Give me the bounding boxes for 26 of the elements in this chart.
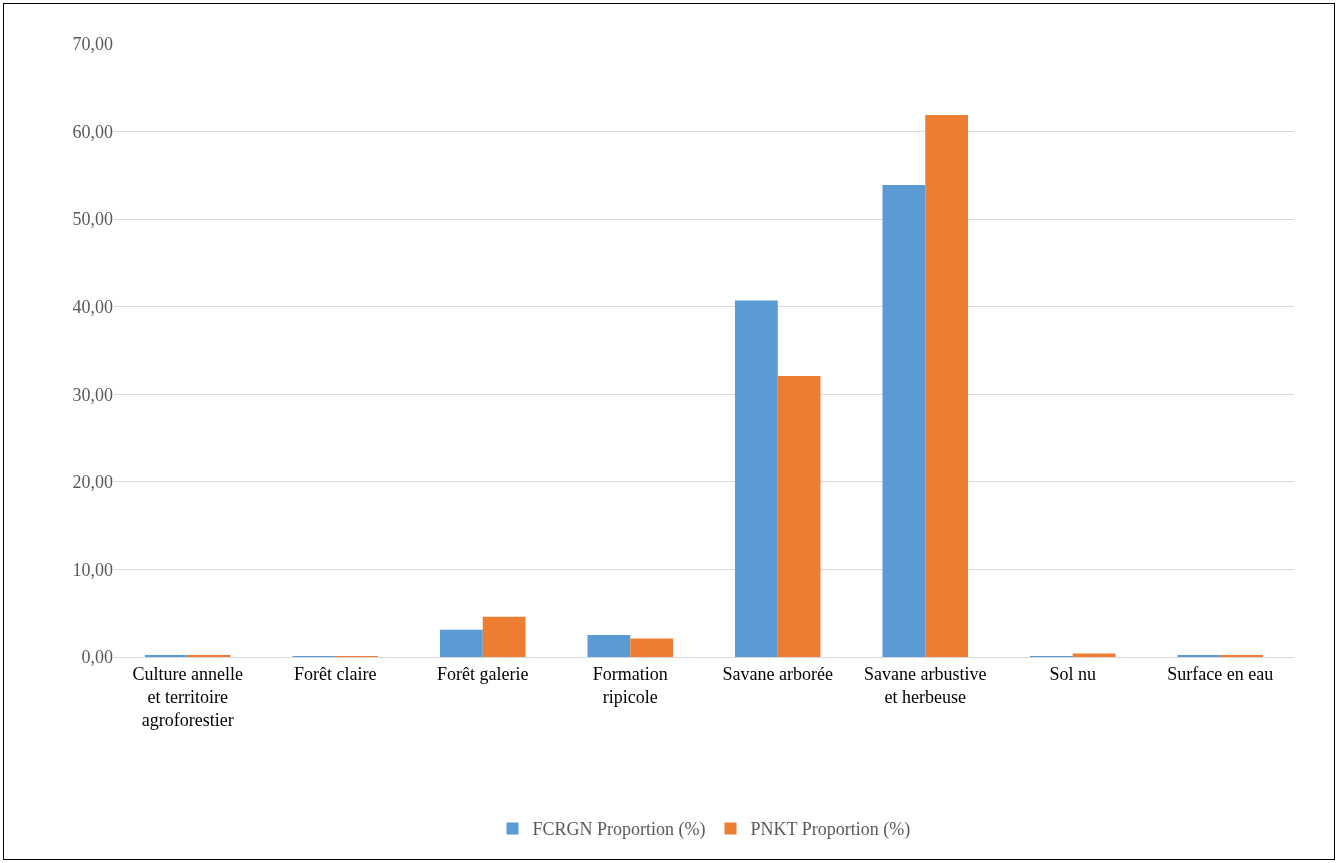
x-tick-label: Forêt claire <box>294 663 377 684</box>
legend-label: PNKT Proportion (%) <box>750 819 911 841</box>
bar <box>439 629 483 657</box>
x-tick-label: Savane arbustive et herbeuse <box>864 663 987 707</box>
bar <box>587 635 631 657</box>
bar <box>734 300 778 657</box>
y-tick-label: 50,00 <box>72 209 113 230</box>
bar <box>925 114 969 657</box>
y-tick-label: 70,00 <box>72 34 113 55</box>
x-tick-label: Culture annelle et territoire agroforestier <box>132 663 243 731</box>
bar <box>777 375 821 657</box>
y-tick-label: 40,00 <box>72 297 113 318</box>
x-tick-label: Formation ripicole <box>592 663 668 707</box>
y-tick-label: 10,00 <box>72 559 113 580</box>
bar <box>482 616 526 657</box>
bar <box>882 184 926 657</box>
legend-label: FCRGN Proportion (%) <box>532 819 706 841</box>
x-tick-label: Surface en eau <box>1167 663 1274 684</box>
x-tick-label: Sol nu <box>1049 663 1097 684</box>
y-tick-label: 60,00 <box>72 121 113 142</box>
x-tick-label: Savane arborée <box>722 663 833 684</box>
bar <box>630 638 674 657</box>
y-tick-label: 20,00 <box>72 472 113 493</box>
y-tick-label: 0,00 <box>81 647 113 668</box>
x-tick-label: Forêt galerie <box>437 663 529 684</box>
y-tick-label: 30,00 <box>72 384 113 405</box>
